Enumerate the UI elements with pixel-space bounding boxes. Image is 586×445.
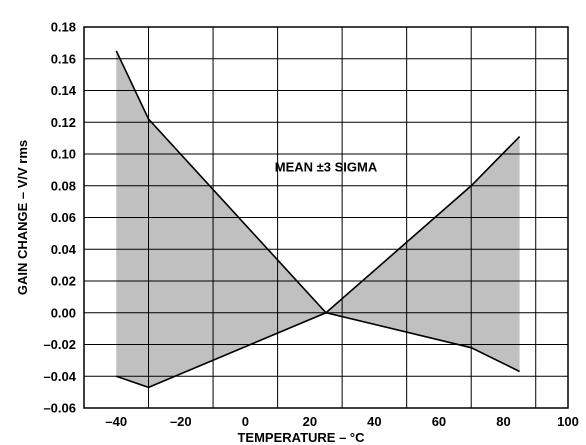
y-tick-label: 0.16 xyxy=(51,51,76,66)
sigma-band-layer xyxy=(116,50,520,388)
mean-sigma-annotation: MEAN ±3 SIGMA xyxy=(275,159,378,174)
x-axis-title: TEMPERATURE – °C xyxy=(237,430,365,445)
y-tick-label: –0.02 xyxy=(43,337,76,352)
y-axis-title: GAIN CHANGE – V/V rms xyxy=(15,140,30,295)
grid-lines xyxy=(84,27,568,408)
sigma-band-fill xyxy=(116,50,520,388)
y-tick-label: 0.12 xyxy=(51,115,76,130)
y-tick-label: 0.02 xyxy=(51,274,76,289)
plot-frame xyxy=(83,26,569,409)
lower-sigma-line xyxy=(116,311,520,389)
y-tick-label: –0.04 xyxy=(43,369,76,384)
y-tick-labels: 0.18 0.16 0.14 0.12 0.10 0.08 0.06 0.04 0.02 0.00… xyxy=(43,20,76,416)
y-tick-label: 0.06 xyxy=(51,210,76,225)
x-tick-label: –40 xyxy=(105,414,127,429)
y-tick-label: –0.06 xyxy=(43,401,76,416)
y-tick-label: 0.00 xyxy=(51,305,76,320)
x-tick-label: 60 xyxy=(432,414,446,429)
y-tick-label: 0.18 xyxy=(51,20,76,35)
x-tick-label: 100 xyxy=(557,414,579,429)
x-tick-label: 40 xyxy=(367,414,381,429)
x-tick-label: 80 xyxy=(496,414,510,429)
series-lines xyxy=(115,50,521,389)
y-tick-label: 0.04 xyxy=(51,242,77,257)
x-tick-label: –20 xyxy=(170,414,192,429)
x-tick-label: 20 xyxy=(303,414,317,429)
y-tick-label: 0.14 xyxy=(51,83,77,98)
y-tick-label: 0.08 xyxy=(51,178,76,193)
x-tick-labels: –40 –20 0 20 40 60 80 100 xyxy=(105,414,578,429)
y-tick-label: 0.10 xyxy=(51,147,76,162)
x-tick-label: 0 xyxy=(242,414,249,429)
